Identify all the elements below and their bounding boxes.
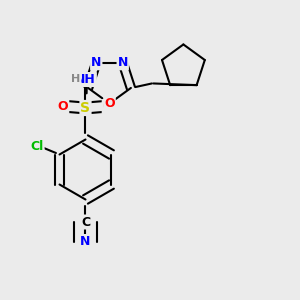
Text: NH: NH bbox=[75, 73, 96, 86]
Text: N: N bbox=[118, 56, 128, 69]
Text: Cl: Cl bbox=[30, 140, 44, 154]
Text: C: C bbox=[81, 215, 90, 229]
Text: N: N bbox=[80, 235, 91, 248]
Text: H: H bbox=[71, 74, 80, 85]
Text: O: O bbox=[58, 100, 68, 113]
Text: S: S bbox=[80, 101, 91, 115]
Text: O: O bbox=[104, 97, 115, 110]
Text: N: N bbox=[91, 56, 101, 69]
Text: O: O bbox=[103, 100, 113, 113]
